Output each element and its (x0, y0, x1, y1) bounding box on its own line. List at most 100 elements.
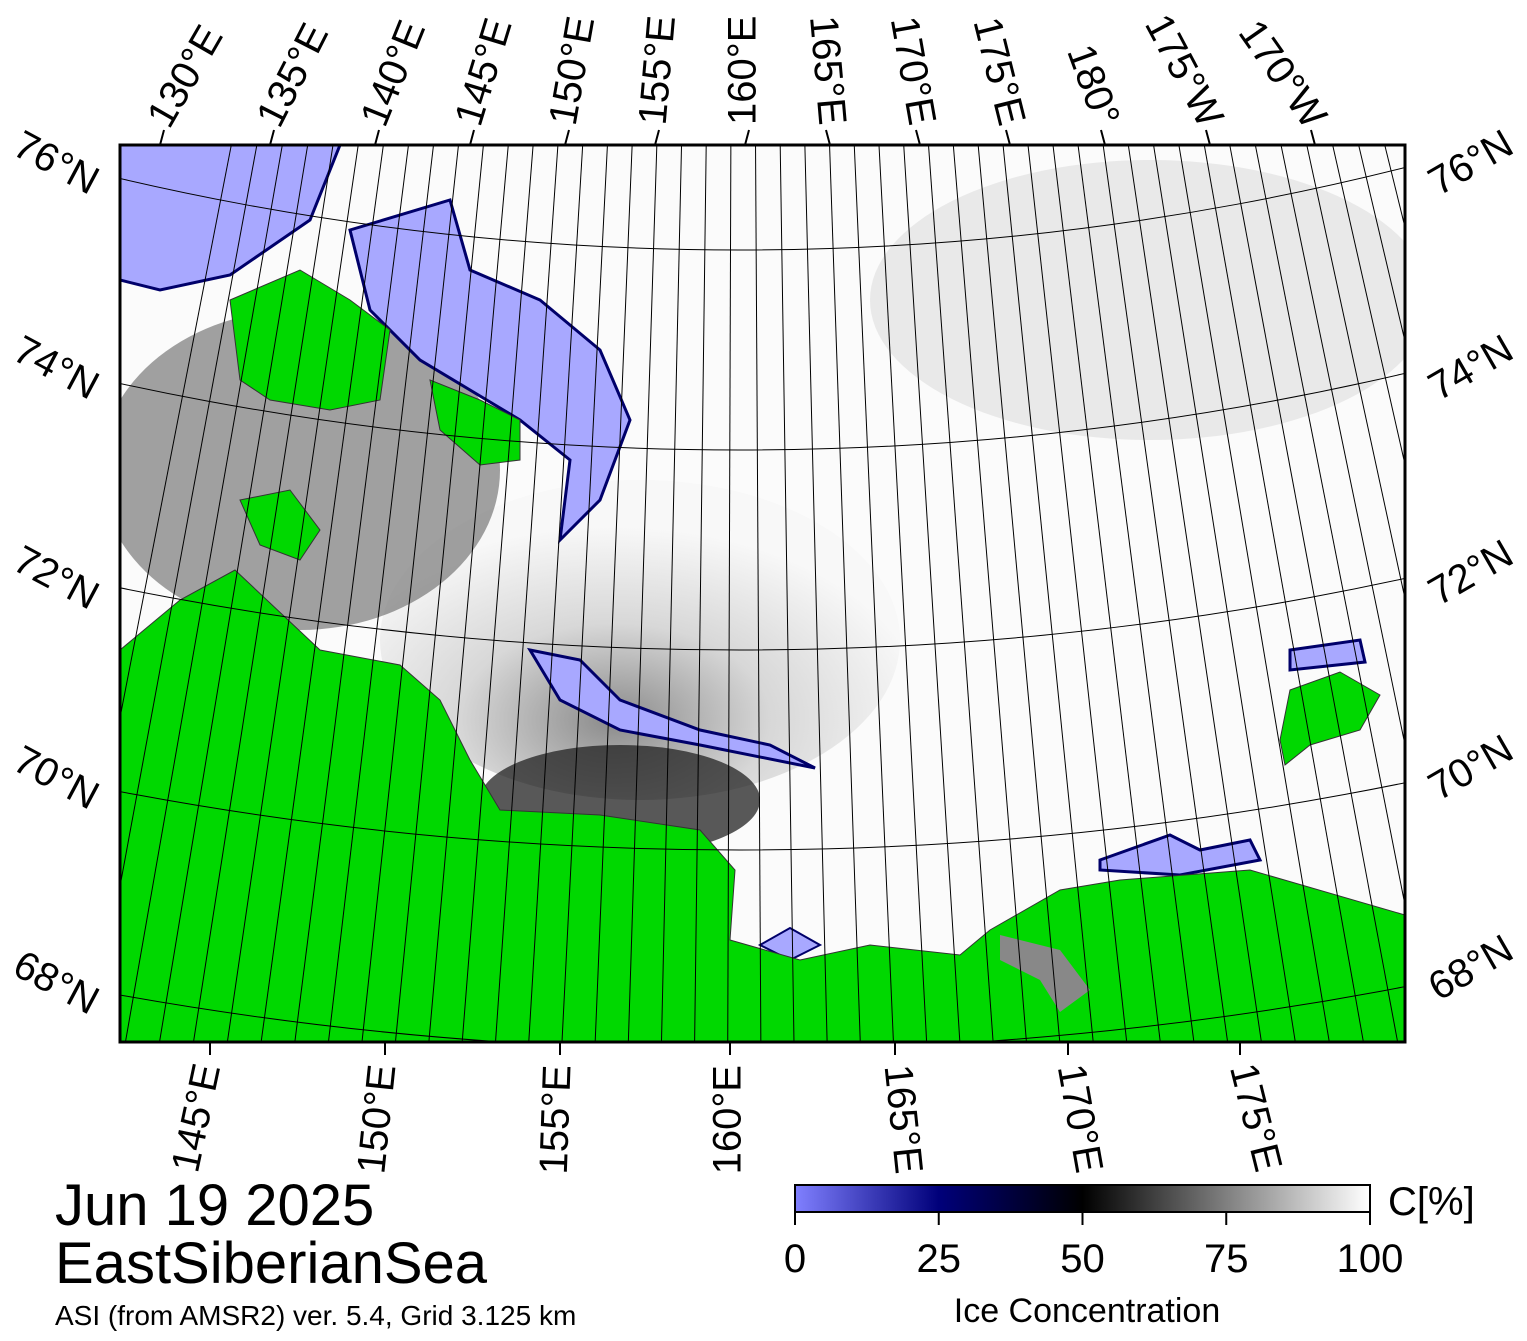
colorbar-tick-label: 25 (917, 1237, 962, 1281)
meridian (528, 145, 584, 1042)
meridian (1002, 145, 1094, 1042)
meridian (1254, 145, 1405, 908)
lon-label: 160°E (706, 1065, 750, 1174)
meridian (727, 145, 732, 1042)
meridian (594, 145, 633, 1042)
colorbar (794, 1184, 1371, 1213)
lat-label: 68°N (1421, 926, 1520, 1009)
meridian (755, 145, 762, 1042)
meridian (1102, 145, 1229, 1042)
tick (915, 129, 921, 146)
date: Jun 19 2025 (55, 1173, 374, 1238)
lon-label: 175°E (1221, 1059, 1290, 1176)
lon-label: 175°W (1136, 7, 1232, 134)
map-frame (118, 143, 1407, 1044)
lat-label: 72°N (1421, 531, 1520, 614)
ice-field (1000, 935, 1090, 1012)
island (429, 379, 521, 466)
tick (1310, 129, 1316, 146)
meridian (804, 145, 828, 1042)
meridian (694, 145, 707, 1042)
low-ice (348, 198, 632, 545)
lon-label: 165°E (876, 1062, 931, 1175)
meridian (952, 145, 1027, 1042)
meridian (878, 145, 928, 1042)
meridian (1178, 145, 1330, 1042)
meridian (903, 145, 961, 1042)
island (1279, 671, 1381, 766)
lon-label: 165°E (801, 14, 854, 127)
lat-label: 70°N (6, 737, 106, 818)
tick (469, 129, 475, 146)
ice-field (380, 480, 900, 800)
meridian (1127, 145, 1262, 1042)
meridian (853, 145, 894, 1042)
meridian (120, 145, 258, 890)
meridian (1229, 145, 1399, 1042)
colorbar-tick-label: 75 (1204, 1237, 1249, 1281)
meridian (779, 145, 795, 1042)
tick (1100, 129, 1106, 146)
lat-label: 74°N (1421, 326, 1520, 409)
lat-label: 76°N (1421, 121, 1520, 204)
meridian (226, 145, 359, 1042)
tick (1205, 129, 1211, 146)
meridian (1203, 145, 1364, 1042)
meridian (1052, 145, 1161, 1042)
meridian (495, 145, 559, 1042)
meridian (461, 145, 534, 1042)
meridian (294, 145, 409, 1042)
meridian (260, 145, 384, 1042)
meridian (428, 145, 509, 1042)
meridian (192, 145, 334, 1042)
meridian (159, 145, 309, 1042)
meridian (1153, 145, 1296, 1042)
meridian (1306, 145, 1405, 601)
lon-label: 155°E (532, 1064, 580, 1175)
lon-label: 155°E (631, 14, 684, 127)
lon-label: 150°E (541, 13, 603, 128)
lat-label: 74°N (6, 327, 106, 408)
lon-label: 150°E (349, 1062, 404, 1175)
lon-label: 140°E (352, 14, 434, 132)
lat-label: 76°N (6, 122, 106, 203)
low-ice (120, 145, 342, 292)
low-ice (1098, 833, 1263, 877)
lon-label: 170°E (1049, 1061, 1111, 1176)
tick (654, 129, 660, 146)
meridian (1077, 145, 1195, 1042)
lon-label: 180° (1058, 39, 1128, 132)
tick (825, 129, 831, 146)
meridian (928, 145, 994, 1042)
meridian (327, 145, 435, 1042)
meridian (977, 145, 1061, 1042)
colorbar-unit: C[%] (1388, 1180, 1475, 1224)
lat-label: 72°N (6, 537, 106, 618)
lat-label: 68°N (6, 942, 106, 1023)
meridian (660, 145, 683, 1042)
region: EastSiberianSea (55, 1231, 488, 1296)
colorbar-tick-label: 50 (1060, 1237, 1105, 1281)
lon-label: 135°E (248, 16, 337, 133)
tick (1005, 129, 1011, 146)
colorbar-tick-label: 0 (784, 1237, 806, 1281)
lon-label: 170°W (1230, 12, 1335, 136)
colorbar-label: Ice Concentration (954, 1292, 1221, 1330)
meridian (120, 145, 232, 721)
tick (564, 129, 570, 146)
tick (744, 129, 750, 146)
lon-label: 160°E (721, 16, 765, 125)
lon-label: 170°E (882, 13, 944, 128)
tick (374, 129, 380, 146)
low-ice (526, 647, 816, 770)
ice-field (870, 160, 1405, 440)
low-ice (1288, 638, 1367, 672)
tick (269, 129, 275, 146)
meridian (561, 145, 608, 1042)
lat-label: 70°N (1421, 726, 1520, 809)
source: ASI (from AMSR2) ver. 5.4, Grid 3.125 km (55, 1300, 576, 1331)
colorbar-tick-label: 100 (1337, 1237, 1404, 1281)
